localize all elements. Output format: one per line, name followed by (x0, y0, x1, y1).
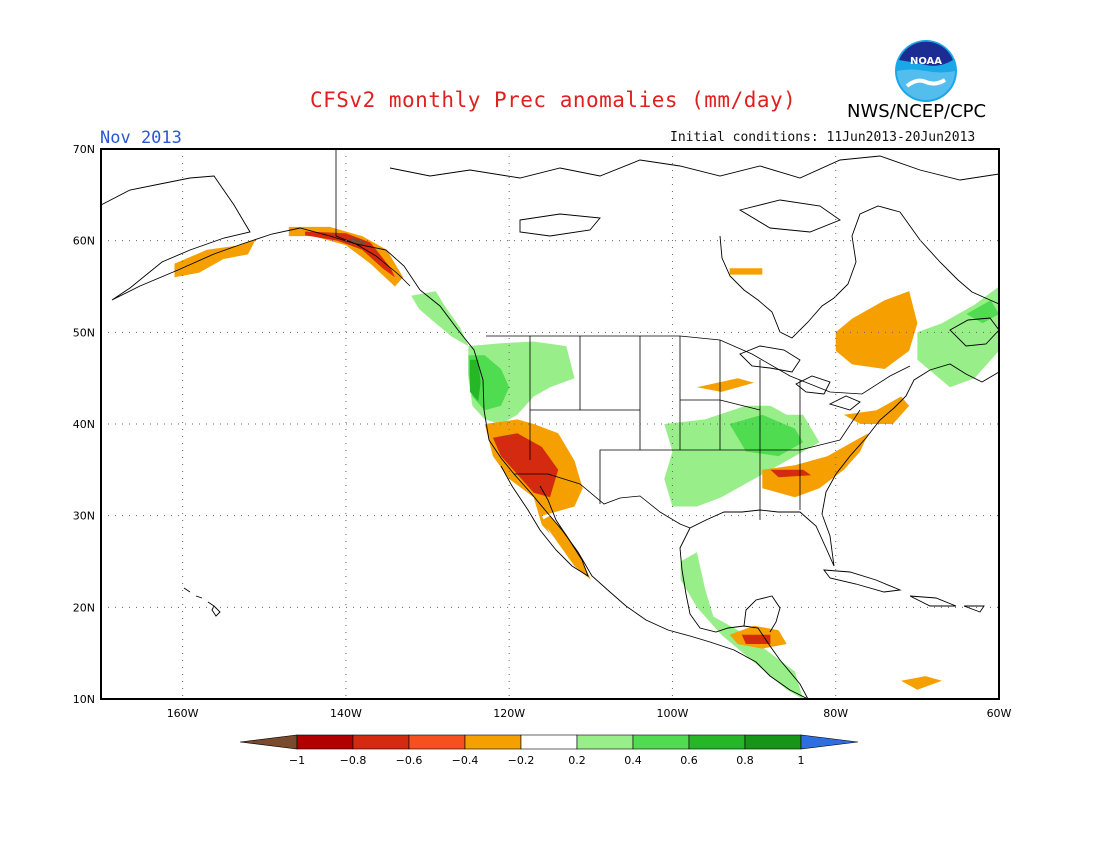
anomaly-area-ohio-valley-wet (729, 414, 804, 457)
legend-swatch (408, 734, 466, 750)
color-legend: −1 −0.8 −0.6 −0.4 −0.2 0.2 0.4 0.6 0.8 1 (239, 734, 859, 767)
lat-label: 20N (73, 601, 95, 614)
legend-tick-label: 0.4 (624, 754, 642, 767)
lat-label: 50N (73, 326, 95, 339)
alaska-canada-border (335, 149, 411, 287)
lon-label: 140W (330, 707, 362, 720)
anomaly-area-yakutat-darkest (345, 237, 367, 247)
legend-swatch (296, 734, 354, 750)
lat-label: 70N (73, 143, 95, 156)
anomaly-area-guatemala-dry-red (741, 634, 771, 644)
newfoundland (949, 317, 999, 347)
legend-swatch (520, 734, 578, 750)
lat-label: 10N (73, 693, 95, 706)
legend-swatch (744, 734, 802, 750)
noaa-logo: NOAA (895, 40, 957, 102)
anomaly-area-northeast-dry (843, 396, 910, 424)
lon-label: 80W (823, 707, 848, 720)
legend-tick-label: −0.8 (340, 754, 367, 767)
legend-tick-label: −1 (289, 754, 305, 767)
coastline-hudson (719, 205, 901, 339)
initial-conditions: Initial conditions: 11Jun2013-20Jun2013 (670, 130, 976, 145)
legend-tick-label: −0.4 (452, 754, 479, 767)
map-title: CFSv2 monthly Prec anomalies (mm/day) (310, 88, 797, 112)
anomaly-area-quebec-dry (835, 291, 918, 369)
legend-tick-label: −0.6 (396, 754, 423, 767)
lat-label: 30N (73, 510, 95, 523)
legend-tick-label: 0.8 (736, 754, 754, 767)
anomaly-area-hudson-dry (729, 268, 763, 275)
coastline-arctic-1 (389, 155, 999, 181)
anomaly-area-alaska-sw-dry (174, 238, 257, 278)
legend-swatch (464, 734, 522, 750)
hawaii (183, 587, 221, 617)
political-boundaries (335, 149, 911, 529)
coastline-arctic-3 (738, 199, 841, 233)
anomaly-area-pr-dry (901, 676, 942, 690)
anomaly-area-maritimes-wet-mid (966, 300, 999, 324)
anomaly-area-southeast-dry-red (770, 469, 812, 478)
legend-arrow-high (800, 734, 859, 750)
state-lines (529, 336, 861, 520)
legend-swatch (632, 734, 690, 750)
gridlines (101, 149, 999, 699)
anomaly-area-baja-dry (541, 515, 591, 580)
lon-label: 60W (987, 707, 1012, 720)
coastline-west (101, 175, 809, 699)
anomaly-layer (174, 226, 999, 699)
legend-swatch (688, 734, 746, 750)
coastline-labrador (899, 211, 999, 305)
anomaly-area-bc-coast-wet (411, 291, 469, 347)
legend-swatch (576, 734, 634, 750)
great-lakes (739, 345, 861, 411)
map-frame (100, 148, 1000, 700)
noaa-logo-text: NOAA (910, 56, 942, 67)
coastline-gulf (679, 363, 999, 699)
lat-label: 60N (73, 235, 95, 248)
coastline-arctic-2 (519, 213, 601, 237)
axis-labels: 70N 60N 50N 40N 30N 20N 10N 160W 140W 120W 100W 80W… (73, 143, 1012, 720)
anomaly-area-mexico-gulf-wet (680, 552, 804, 699)
anomaly-area-midwest-dry (696, 378, 755, 392)
anomaly-area-southeast-dry (762, 433, 869, 498)
coastline-baja (500, 465, 589, 578)
legend-tick-label: 0.2 (568, 754, 586, 767)
lat-label: 40N (73, 418, 95, 431)
forecast-month: Nov 2013 (100, 128, 182, 148)
lon-label: 160W (167, 707, 199, 720)
anomaly-area-pacnw-wet-dark (470, 359, 481, 402)
legend-swatch (352, 734, 410, 750)
us-canada-border (486, 335, 911, 395)
anomaly-area-southwest-dry-red (492, 433, 559, 498)
lon-label: 100W (657, 707, 689, 720)
agency-label: NWS/NCEP/CPC (847, 101, 987, 122)
coastlines (101, 155, 999, 699)
lon-label: 120W (493, 707, 525, 720)
coastline-yucatan (743, 595, 781, 633)
us-mexico-border (514, 473, 691, 529)
legend-arrow-low (239, 734, 298, 750)
legend-tick-label: 0.6 (680, 754, 698, 767)
legend-tick-label: −0.2 (508, 754, 535, 767)
caribbean-islands (823, 569, 985, 613)
legend-tick-label: 1 (798, 754, 805, 767)
